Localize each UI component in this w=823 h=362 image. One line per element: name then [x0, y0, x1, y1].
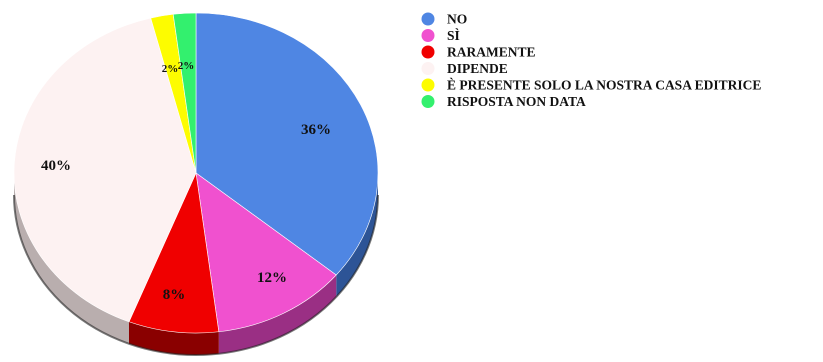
data-label-1: 36%: [301, 122, 331, 138]
legend-label-4: DIPENDE: [447, 61, 508, 76]
pie-data-labels: 36% 12% 8% 40% 2% 2%: [41, 60, 331, 303]
pie-bottom-edge: [13, 194, 379, 356]
legend-label-2: SÌ: [447, 28, 460, 43]
legend-label-1: NO: [447, 12, 467, 27]
pie-top-face: [13, 12, 379, 334]
data-label-2: 12%: [257, 270, 287, 286]
legend-label-6: RISPOSTA NON DATA: [447, 94, 586, 109]
pie-slice-6: [172, 12, 197, 174]
legend-label-5: È PRESENTE SOLO LA NOSTRA CASA EDITRICE: [447, 78, 761, 93]
legend-marker-5: [421, 78, 435, 92]
legend-marker-1: [421, 12, 435, 26]
pie-side-wall: [13, 173, 379, 356]
legend-marker-3: [421, 45, 435, 59]
pie-slice-3: [128, 171, 220, 334]
legend-marker-2: [421, 29, 435, 42]
data-label-4: 40%: [41, 158, 71, 174]
pie-side-2: [218, 274, 337, 354]
legend-label-3: RARAMENTE: [447, 45, 536, 60]
data-label-3: 8%: [163, 287, 186, 303]
data-label-6: 2%: [178, 60, 195, 72]
pie-side-3: [129, 321, 219, 355]
pie-side-4: [14, 173, 130, 344]
legend-marker-4: [421, 62, 435, 75]
legend-marker-6: [421, 95, 435, 108]
pie-slice-2: [195, 172, 337, 333]
pie-slice-4: [13, 17, 197, 323]
pie-slice-1: [195, 12, 379, 276]
data-label-5: 2%: [162, 63, 179, 75]
pie-side-1: [336, 173, 378, 297]
